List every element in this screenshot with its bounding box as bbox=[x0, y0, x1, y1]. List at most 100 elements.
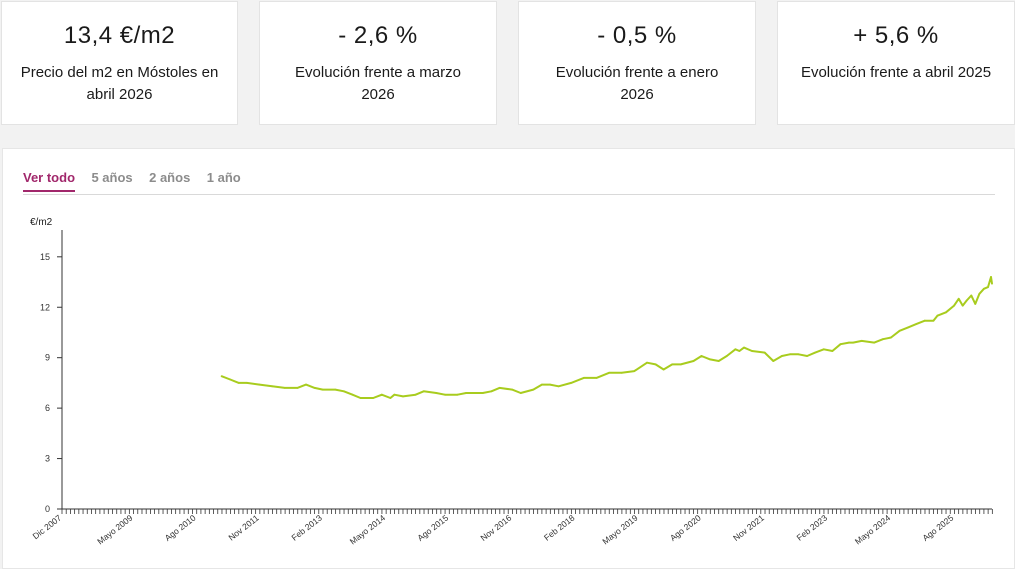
y-tick-label: 9 bbox=[45, 353, 50, 363]
x-tick-label: Ago 2010 bbox=[163, 513, 198, 543]
data-point bbox=[305, 383, 307, 386]
data-point bbox=[781, 355, 783, 357]
data-point bbox=[490, 390, 493, 393]
stat-card-vs-month: - 2,6 % Evolución frente a marzo 2026 bbox=[259, 1, 497, 125]
data-point bbox=[414, 393, 417, 396]
y-tick-label: 6 bbox=[45, 403, 50, 413]
data-point bbox=[709, 358, 711, 361]
data-point bbox=[498, 387, 501, 389]
data-point bbox=[797, 353, 800, 356]
stat-label: Evolución frente a enero 2026 bbox=[555, 64, 719, 103]
data-point bbox=[671, 363, 674, 366]
stat-value: + 5,6 % bbox=[853, 22, 939, 49]
stat-card-vs-quarter: - 0,5 % Evolución frente a enero 2026 bbox=[518, 1, 756, 125]
data-point bbox=[570, 382, 573, 384]
x-tick-label: Nov 2021 bbox=[731, 513, 766, 543]
x-tick-label: Nov 2016 bbox=[478, 513, 513, 543]
y-tick-label: 15 bbox=[40, 252, 50, 262]
data-point bbox=[343, 390, 345, 393]
price-series-line bbox=[221, 276, 993, 399]
data-point bbox=[717, 360, 720, 362]
data-point bbox=[890, 336, 892, 339]
x-tick-label: Nov 2011 bbox=[226, 513, 261, 543]
stat-value: 13,4 €/m2 bbox=[63, 22, 176, 49]
data-point bbox=[692, 360, 695, 362]
data-point bbox=[549, 383, 551, 386]
x-tick-label: Dic 2007 bbox=[31, 513, 64, 542]
data-point bbox=[359, 397, 362, 399]
data-point bbox=[511, 388, 513, 391]
x-tick-label: Mayo 2019 bbox=[600, 513, 640, 547]
x-tick-label: Ago 2015 bbox=[415, 513, 450, 543]
data-point bbox=[380, 393, 383, 396]
data-point bbox=[258, 383, 261, 386]
data-point bbox=[882, 338, 884, 341]
data-point bbox=[961, 304, 964, 307]
stat-label: Evolución frente a abril 2025 bbox=[800, 64, 992, 81]
data-point bbox=[772, 360, 775, 362]
tab-5-years[interactable]: 5 años bbox=[91, 170, 133, 185]
data-point bbox=[974, 303, 977, 305]
data-point bbox=[246, 382, 248, 384]
y-tick-label: 0 bbox=[45, 504, 50, 514]
data-point bbox=[983, 287, 985, 290]
data-point bbox=[679, 363, 682, 366]
data-point bbox=[978, 292, 981, 295]
data-point bbox=[987, 286, 989, 288]
data-point bbox=[751, 350, 753, 352]
data-point bbox=[595, 377, 598, 379]
data-point bbox=[991, 282, 993, 285]
data-point bbox=[957, 297, 960, 300]
data-point bbox=[582, 377, 585, 379]
data-point bbox=[945, 311, 947, 314]
data-point bbox=[351, 393, 354, 396]
data-point bbox=[860, 340, 863, 342]
data-point bbox=[283, 387, 286, 389]
stat-label: Precio del m2 en Móstoles en abril 2026 bbox=[20, 64, 219, 103]
data-point bbox=[898, 329, 901, 332]
data-point bbox=[296, 387, 299, 389]
tab-1-year[interactable]: 1 año bbox=[206, 170, 241, 185]
data-point bbox=[990, 276, 992, 278]
data-point bbox=[456, 393, 459, 396]
data-point bbox=[402, 395, 404, 398]
data-point bbox=[389, 397, 392, 399]
stat-card-price: 13,4 €/m2 Precio del m2 en Móstoles en a… bbox=[1, 1, 238, 125]
data-point bbox=[839, 343, 842, 346]
stat-card-vs-year: + 5,6 % Evolución frente a abril 2025 bbox=[777, 1, 1015, 125]
data-point bbox=[444, 393, 446, 396]
data-point bbox=[814, 351, 817, 354]
data-point bbox=[970, 294, 973, 297]
data-point bbox=[237, 382, 240, 384]
data-point bbox=[932, 319, 935, 322]
data-point bbox=[873, 341, 876, 344]
data-point bbox=[734, 348, 737, 351]
x-tick-label: Mayo 2014 bbox=[348, 513, 388, 547]
stat-value: - 0,5 % bbox=[597, 22, 677, 49]
data-point bbox=[313, 387, 316, 389]
data-point bbox=[372, 397, 375, 399]
data-point bbox=[725, 355, 728, 357]
x-tick-label: Mayo 2009 bbox=[95, 513, 135, 547]
y-tick-label: 12 bbox=[40, 302, 50, 312]
data-point bbox=[831, 350, 834, 352]
data-point bbox=[654, 363, 657, 366]
tab-2-years[interactable]: 2 años bbox=[149, 170, 191, 185]
data-point bbox=[936, 314, 939, 317]
tab-all[interactable]: Ver todo bbox=[23, 170, 76, 192]
data-point bbox=[923, 319, 926, 322]
x-tick-label: Ago 2020 bbox=[668, 513, 703, 543]
x-tick-label: Mayo 2024 bbox=[853, 513, 893, 547]
y-tick-label: 3 bbox=[45, 454, 50, 464]
summary-cards: 13,4 €/m2 Precio del m2 en Móstoles en a… bbox=[0, 0, 1015, 127]
data-point bbox=[763, 351, 766, 354]
x-tick-label: Feb 2013 bbox=[289, 513, 324, 543]
data-point bbox=[321, 388, 324, 391]
stat-label: Evolución frente a marzo 2026 bbox=[295, 64, 461, 103]
data-point bbox=[822, 348, 825, 351]
data-point bbox=[646, 361, 648, 364]
data-point bbox=[806, 355, 808, 357]
data-point bbox=[393, 393, 396, 396]
data-point bbox=[519, 392, 522, 394]
